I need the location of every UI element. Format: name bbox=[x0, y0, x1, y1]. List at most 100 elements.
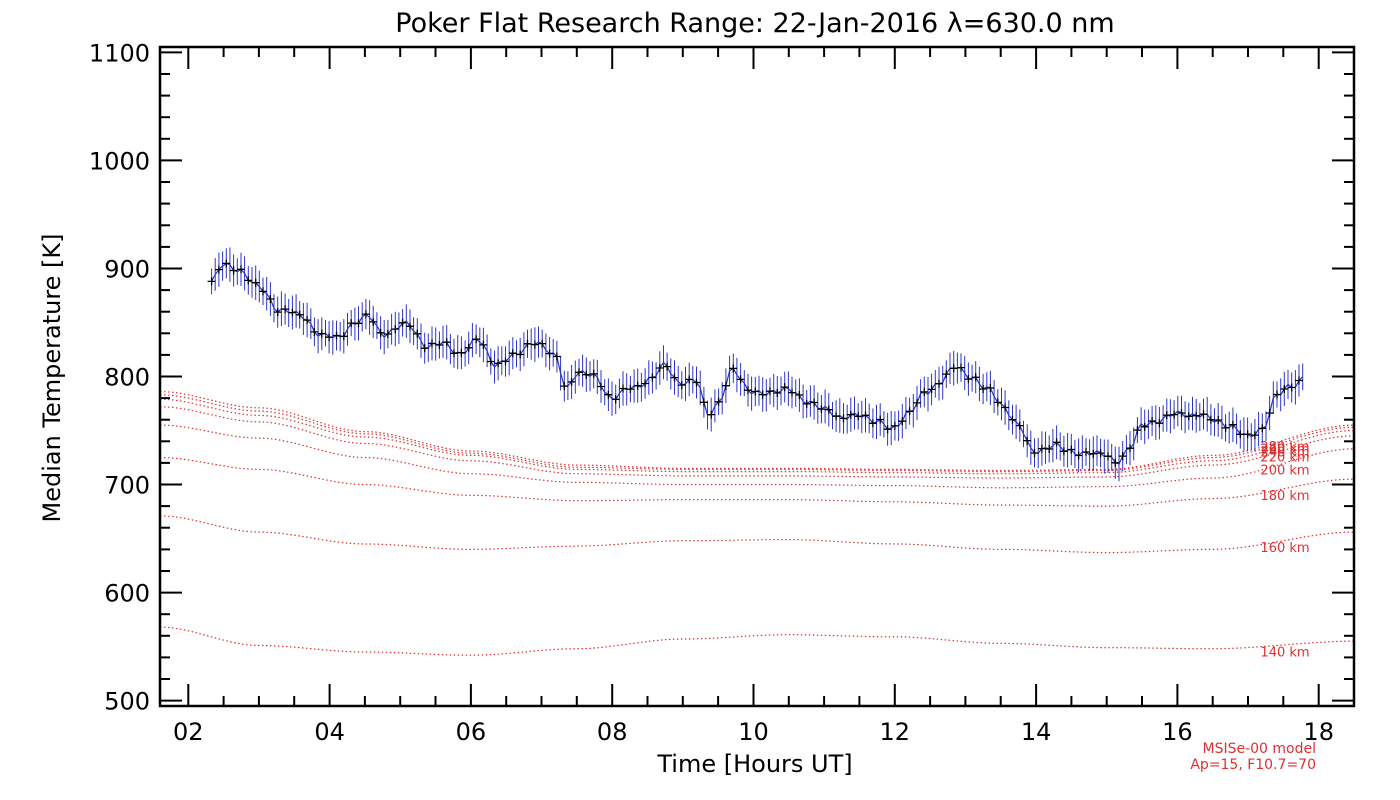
data-point-marker bbox=[854, 412, 863, 421]
data-point-marker bbox=[508, 349, 517, 358]
data-point-marker bbox=[773, 389, 782, 397]
chart-title: Poker Flat Research Range: 22-Jan-2016 λ… bbox=[395, 8, 1114, 39]
measured-data-layer bbox=[207, 247, 1304, 482]
data-point-marker bbox=[361, 310, 370, 319]
data-point-marker bbox=[802, 399, 811, 408]
data-point-marker bbox=[523, 339, 532, 348]
data-point-marker bbox=[685, 375, 694, 384]
data-point-marker bbox=[1221, 423, 1230, 432]
data-point-marker bbox=[868, 419, 877, 428]
data-point-marker bbox=[979, 385, 988, 393]
data-point-marker bbox=[898, 417, 907, 426]
axes-layer: 500 600 700 800 900 1000 1100 02 04 06 08 10 12 14 16 1… bbox=[89, 39, 1356, 746]
data-point-marker bbox=[721, 381, 730, 390]
data-point-marker bbox=[259, 287, 267, 296]
data-point-marker bbox=[1170, 410, 1179, 419]
data-point-marker bbox=[1258, 424, 1267, 433]
data-point-marker bbox=[964, 375, 973, 384]
data-point-marker bbox=[1023, 436, 1032, 445]
data-point-marker bbox=[604, 390, 613, 399]
data-point-marker bbox=[1192, 411, 1201, 420]
data-point-marker bbox=[303, 316, 312, 325]
data-point-marker bbox=[266, 295, 275, 303]
data-point-marker bbox=[890, 421, 899, 430]
data-point-marker bbox=[1082, 448, 1090, 456]
data-point-marker bbox=[1177, 409, 1186, 417]
model-note-line-2: Ap=15, F10.7=70 bbox=[1190, 757, 1316, 773]
data-point-marker bbox=[295, 310, 304, 319]
data-point-marker bbox=[1059, 447, 1068, 456]
data-point-marker bbox=[369, 317, 378, 326]
data-point-marker bbox=[824, 405, 833, 414]
x-tick-label: 12 bbox=[880, 718, 911, 746]
data-point-marker bbox=[1096, 449, 1105, 458]
x-tick-label: 16 bbox=[1162, 718, 1193, 746]
data-point-marker bbox=[883, 425, 892, 434]
x-tick-label: 08 bbox=[597, 718, 628, 746]
data-point-marker bbox=[251, 278, 260, 287]
data-point-marker bbox=[729, 364, 738, 373]
data-point-marker bbox=[1140, 422, 1149, 431]
data-point-marker bbox=[1074, 451, 1083, 460]
data-point-marker bbox=[1184, 412, 1193, 421]
model-note-line-1: MSISe-00 model bbox=[1202, 741, 1316, 757]
data-point-marker bbox=[876, 415, 885, 424]
x-tick-label: 18 bbox=[1303, 718, 1334, 746]
data-point-marker bbox=[391, 325, 400, 334]
x-tick-label: 10 bbox=[738, 718, 769, 746]
data-point-marker bbox=[788, 388, 796, 397]
data-point-marker bbox=[942, 370, 951, 379]
data-point-marker bbox=[413, 329, 422, 338]
data-point-marker bbox=[1089, 449, 1098, 458]
data-point-marker bbox=[244, 276, 253, 285]
data-point-marker bbox=[1155, 419, 1164, 428]
model-curve-label: 220 km bbox=[1260, 450, 1309, 465]
model-curve-160km bbox=[160, 515, 1354, 554]
data-point-marker bbox=[766, 387, 774, 396]
x-tick-label: 04 bbox=[314, 718, 345, 746]
data-point-marker bbox=[913, 398, 921, 407]
data-point-marker bbox=[736, 375, 745, 384]
data-point-marker bbox=[567, 377, 576, 386]
data-point-marker bbox=[699, 398, 708, 407]
data-point-marker bbox=[1008, 415, 1017, 424]
data-point-marker bbox=[1045, 445, 1054, 453]
data-point-marker bbox=[339, 332, 348, 341]
y-tick-label: 700 bbox=[104, 472, 150, 500]
data-point-marker bbox=[1287, 383, 1296, 392]
data-point-marker bbox=[494, 359, 503, 368]
data-point-marker bbox=[1052, 438, 1061, 447]
data-point-marker bbox=[758, 390, 767, 399]
data-point-marker bbox=[993, 398, 1002, 407]
data-point-marker bbox=[435, 341, 444, 349]
data-point-marker bbox=[442, 338, 451, 347]
model-curve-label: 180 km bbox=[1260, 489, 1309, 504]
data-point-marker bbox=[222, 259, 231, 268]
data-point-marker bbox=[744, 386, 752, 395]
data-point-marker bbox=[648, 373, 657, 382]
model-curve-240km bbox=[160, 398, 1355, 475]
model-curve-label: 140 km bbox=[1260, 646, 1309, 661]
model-curve-220km bbox=[159, 406, 1355, 479]
data-point-marker bbox=[575, 368, 583, 377]
data-point-marker bbox=[846, 410, 855, 419]
model-curve-200km bbox=[159, 424, 1354, 489]
data-point-marker bbox=[832, 412, 841, 421]
data-point-marker bbox=[935, 379, 943, 388]
data-point-marker bbox=[641, 379, 650, 388]
data-point-marker bbox=[1214, 416, 1223, 424]
data-point-marker bbox=[229, 266, 238, 275]
model-curve-label: 280 km bbox=[1260, 440, 1309, 455]
y-tick-label: 900 bbox=[104, 256, 150, 284]
model-curve-280km bbox=[159, 391, 1355, 472]
data-point-marker bbox=[597, 382, 605, 391]
data-point-marker bbox=[1162, 411, 1171, 420]
x-axis-label: Time [Hours UT] bbox=[656, 750, 852, 778]
data-point-marker bbox=[428, 339, 436, 348]
median-temperature-line bbox=[211, 262, 1304, 465]
data-point-marker bbox=[288, 308, 297, 317]
data-point-marker bbox=[1250, 431, 1259, 440]
data-point-marker bbox=[530, 340, 539, 349]
data-point-marker bbox=[538, 339, 547, 348]
